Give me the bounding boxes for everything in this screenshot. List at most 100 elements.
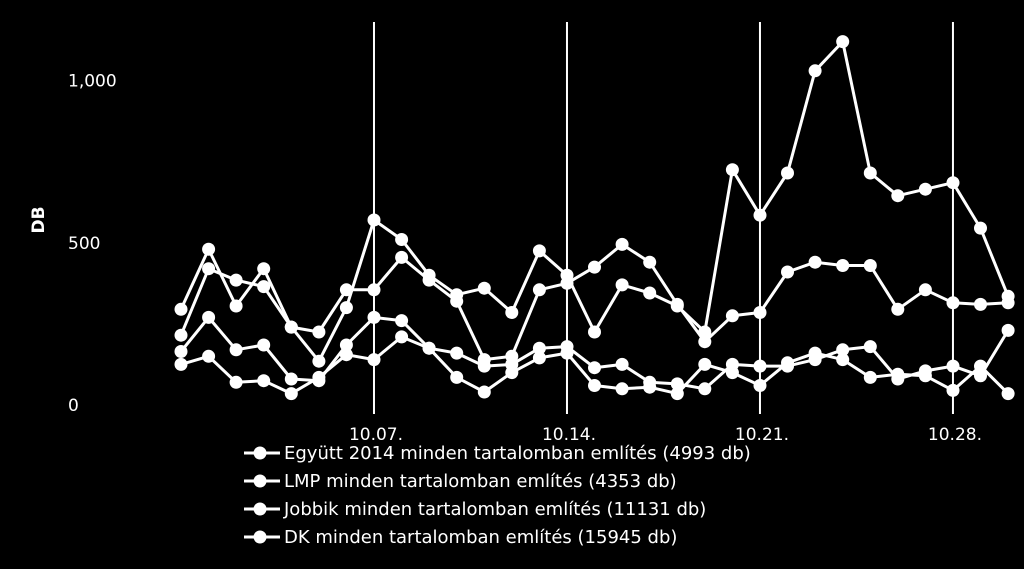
data-point[interactable] bbox=[395, 330, 409, 344]
data-point[interactable] bbox=[1001, 387, 1015, 401]
data-point[interactable] bbox=[257, 280, 271, 294]
data-point[interactable] bbox=[229, 375, 243, 389]
data-point[interactable] bbox=[532, 244, 546, 258]
data-point[interactable] bbox=[781, 166, 794, 180]
data-point[interactable] bbox=[367, 353, 381, 367]
data-point[interactable] bbox=[257, 374, 271, 388]
data-point[interactable] bbox=[367, 213, 381, 227]
data-point[interactable] bbox=[863, 340, 877, 354]
data-point[interactable] bbox=[339, 348, 353, 362]
data-point[interactable] bbox=[615, 382, 629, 396]
data-point[interactable] bbox=[615, 357, 629, 371]
data-point[interactable] bbox=[532, 351, 546, 365]
data-point[interactable] bbox=[477, 359, 491, 373]
data-point[interactable] bbox=[229, 343, 243, 357]
data-point[interactable] bbox=[863, 259, 877, 272]
data-point[interactable] bbox=[560, 346, 574, 360]
data-point[interactable] bbox=[891, 189, 905, 203]
data-point[interactable] bbox=[946, 383, 960, 397]
data-point[interactable] bbox=[1001, 323, 1015, 337]
data-point[interactable] bbox=[808, 346, 822, 360]
data-point[interactable] bbox=[588, 379, 601, 392]
data-point[interactable] bbox=[946, 359, 960, 373]
data-point[interactable] bbox=[532, 283, 546, 297]
data-point[interactable] bbox=[670, 387, 684, 401]
data-point[interactable] bbox=[257, 338, 271, 352]
data-point[interactable] bbox=[174, 302, 188, 316]
data-point[interactable] bbox=[560, 276, 574, 290]
data-point[interactable] bbox=[505, 306, 519, 319]
data-point[interactable] bbox=[725, 366, 739, 380]
data-point[interactable] bbox=[781, 265, 794, 279]
data-point[interactable] bbox=[367, 310, 381, 324]
data-point[interactable] bbox=[946, 296, 960, 310]
data-point[interactable] bbox=[753, 208, 767, 222]
data-point[interactable] bbox=[505, 366, 519, 380]
data-point[interactable] bbox=[974, 359, 987, 373]
data-point[interactable] bbox=[477, 281, 491, 295]
data-point[interactable] bbox=[863, 166, 877, 180]
data-point[interactable] bbox=[836, 259, 850, 272]
data-point[interactable] bbox=[753, 379, 767, 392]
data-point[interactable] bbox=[284, 372, 298, 386]
legend-item[interactable]: LMP minden tartalomban említés (4353 db) bbox=[244, 467, 751, 495]
data-point[interactable] bbox=[202, 262, 216, 276]
data-point[interactable] bbox=[670, 377, 684, 391]
legend-item[interactable]: DK minden tartalomban említés (15945 db) bbox=[244, 523, 751, 551]
data-point[interactable] bbox=[395, 250, 409, 264]
data-point[interactable] bbox=[781, 356, 794, 370]
data-point[interactable] bbox=[257, 262, 271, 276]
data-point[interactable] bbox=[808, 255, 822, 269]
data-point[interactable] bbox=[918, 182, 932, 196]
data-point[interactable] bbox=[395, 233, 409, 246]
data-point[interactable] bbox=[339, 283, 353, 297]
data-point[interactable] bbox=[643, 380, 657, 394]
data-point[interactable] bbox=[753, 306, 767, 319]
data-point[interactable] bbox=[974, 221, 987, 235]
data-point[interactable] bbox=[450, 346, 464, 360]
legend-item[interactable]: Együtt 2014 minden tartalomban említés (… bbox=[244, 439, 751, 467]
data-point[interactable] bbox=[422, 273, 436, 287]
data-point[interactable] bbox=[588, 361, 601, 375]
data-point[interactable] bbox=[1001, 296, 1015, 310]
data-point[interactable] bbox=[725, 309, 739, 323]
data-point[interactable] bbox=[174, 345, 188, 358]
data-point[interactable] bbox=[698, 382, 712, 396]
data-point[interactable] bbox=[588, 325, 601, 339]
data-point[interactable] bbox=[836, 35, 850, 49]
data-point[interactable] bbox=[615, 237, 629, 251]
data-point[interactable] bbox=[312, 354, 326, 368]
data-point[interactable] bbox=[808, 64, 822, 78]
legend-item[interactable]: Jobbik minden tartalomban említés (11131… bbox=[244, 495, 751, 523]
data-point[interactable] bbox=[477, 385, 491, 399]
data-point[interactable] bbox=[229, 299, 243, 313]
data-point[interactable] bbox=[339, 301, 353, 315]
data-point[interactable] bbox=[450, 370, 464, 384]
data-point[interactable] bbox=[312, 370, 326, 384]
data-point[interactable] bbox=[229, 273, 243, 287]
data-point[interactable] bbox=[174, 328, 188, 342]
data-point[interactable] bbox=[946, 176, 960, 190]
data-point[interactable] bbox=[670, 297, 684, 311]
data-point[interactable] bbox=[174, 357, 188, 371]
data-point[interactable] bbox=[395, 314, 409, 328]
data-point[interactable] bbox=[918, 369, 932, 383]
data-point[interactable] bbox=[698, 357, 712, 371]
data-point[interactable] bbox=[863, 370, 877, 384]
data-point[interactable] bbox=[284, 387, 298, 401]
data-point[interactable] bbox=[725, 163, 739, 177]
data-point[interactable] bbox=[312, 325, 326, 339]
data-point[interactable] bbox=[836, 343, 850, 357]
data-point[interactable] bbox=[284, 320, 298, 334]
data-point[interactable] bbox=[422, 341, 436, 355]
data-point[interactable] bbox=[615, 278, 629, 292]
data-point[interactable] bbox=[588, 260, 601, 274]
data-point[interactable] bbox=[836, 353, 850, 367]
data-point[interactable] bbox=[202, 310, 216, 324]
data-point[interactable] bbox=[339, 338, 353, 352]
data-point[interactable] bbox=[643, 255, 657, 269]
data-point[interactable] bbox=[643, 286, 657, 300]
data-point[interactable] bbox=[202, 242, 216, 256]
data-point[interactable] bbox=[367, 283, 381, 297]
data-point[interactable] bbox=[698, 335, 712, 349]
